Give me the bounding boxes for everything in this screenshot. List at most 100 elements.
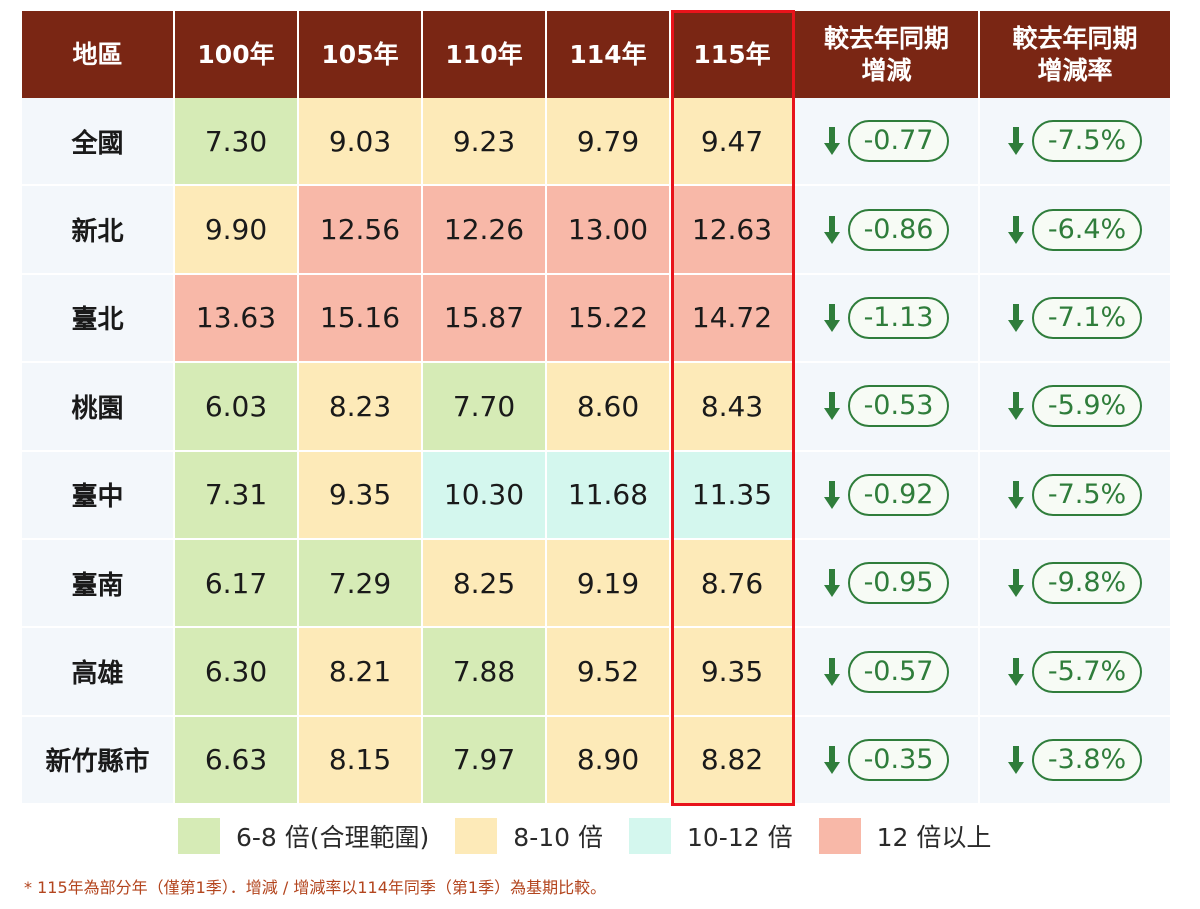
region-name: 新竹縣市 (22, 716, 175, 806)
footnote: * 115年為部分年（僅第1季）．增減 / 增減率以114年同季（第1季）為基期… (24, 878, 607, 897)
value-cell: 9.03 (299, 98, 423, 187)
change-cell: -0.86 (795, 186, 980, 275)
legend-label: 12 倍以上 (876, 823, 992, 852)
arrow-down-icon (1007, 215, 1024, 244)
region-name: 臺北 (22, 274, 175, 364)
legend-item: 6-8 倍(合理範圍) (178, 818, 429, 854)
arrow-down-icon (1007, 303, 1024, 332)
change-cell: -0.57 (795, 628, 980, 717)
change-cell: -0.77 (795, 98, 980, 187)
value-cell: 9.47 (671, 98, 795, 187)
legend-swatch (178, 818, 220, 854)
region-name: 新北 (22, 186, 175, 275)
value-cell: 15.22 (547, 274, 671, 364)
rate-value: -7.5% (1031, 120, 1143, 163)
value-cell: 6.03 (175, 363, 299, 452)
arrow-down-icon (823, 569, 840, 598)
change-cell: -1.13 (795, 274, 980, 364)
value-cell: 8.23 (299, 363, 423, 452)
change-cell: -0.53 (795, 363, 980, 452)
column-header-3: 110年 (423, 11, 547, 98)
value-cell: 15.87 (423, 274, 547, 364)
value-cell: 12.26 (423, 186, 547, 275)
arrow-down-icon (823, 745, 840, 774)
rate-value: -7.5% (1031, 473, 1143, 516)
rate-value: -5.7% (1031, 650, 1143, 693)
value-cell: 7.88 (423, 628, 547, 717)
region-name: 桃園 (22, 363, 175, 452)
rate-cell: -9.8% (980, 539, 1170, 629)
arrow-down-icon (823, 392, 840, 421)
rate-cell: -7.1% (980, 274, 1170, 364)
legend-label: 10-12 倍 (686, 823, 793, 852)
legend: 6-8 倍(合理範圍) 8-10 倍 10-12 倍 12 倍以上 (178, 818, 1017, 854)
rate-cell: -6.4% (980, 186, 1170, 275)
change-cell: -0.95 (795, 539, 980, 629)
legend-item: 10-12 倍 (628, 818, 793, 854)
arrow-down-icon (823, 657, 840, 686)
value-cell: 8.82 (671, 716, 795, 806)
column-header-1: 100年 (175, 11, 299, 98)
arrow-down-icon (823, 303, 840, 332)
value-cell: 10.30 (423, 451, 547, 540)
arrow-down-icon (1007, 657, 1024, 686)
arrow-down-icon (823, 480, 840, 509)
value-cell: 8.25 (423, 539, 547, 629)
region-name: 臺南 (22, 539, 175, 629)
legend-swatch (818, 818, 861, 854)
value-cell: 9.35 (671, 628, 795, 717)
arrow-down-icon (823, 127, 840, 156)
value-cell: 7.97 (423, 716, 547, 806)
arrow-down-icon (1007, 127, 1024, 156)
column-header-0: 地區 (22, 11, 175, 98)
value-cell: 6.17 (175, 539, 299, 629)
rate-cell: -7.5% (980, 451, 1170, 540)
legend-swatch (455, 818, 498, 854)
arrow-down-icon (1007, 745, 1024, 774)
arrow-down-icon (1007, 569, 1024, 598)
change-cell: -0.35 (795, 716, 980, 806)
change-value: -0.95 (847, 562, 950, 605)
column-header-6: 較去年同期 增減 (795, 11, 980, 98)
rate-value: -3.8% (1031, 738, 1143, 781)
change-value: -0.92 (847, 473, 950, 516)
legend-label: 6-8 倍(合理範圍) (236, 823, 430, 852)
rate-value: -6.4% (1031, 208, 1143, 251)
value-cell: 9.52 (547, 628, 671, 717)
value-cell: 8.60 (547, 363, 671, 452)
rate-cell: -5.9% (980, 363, 1170, 452)
value-cell: 15.16 (299, 274, 423, 364)
rate-cell: -7.5% (980, 98, 1170, 187)
value-cell: 6.30 (175, 628, 299, 717)
value-cell: 9.79 (547, 98, 671, 187)
value-cell: 9.19 (547, 539, 671, 629)
value-cell: 12.56 (299, 186, 423, 275)
value-cell: 13.63 (175, 274, 299, 364)
value-cell: 7.31 (175, 451, 299, 540)
region-name: 高雄 (22, 628, 175, 717)
value-cell: 8.21 (299, 628, 423, 717)
value-cell: 14.72 (671, 274, 795, 364)
value-cell: 7.70 (423, 363, 547, 452)
column-header-2: 105年 (299, 11, 423, 98)
change-value: -0.35 (847, 738, 950, 781)
value-cell: 8.76 (671, 539, 795, 629)
value-cell: 12.63 (671, 186, 795, 275)
change-value: -1.13 (847, 296, 950, 339)
value-cell: 11.68 (547, 451, 671, 540)
column-header-4: 114年 (547, 11, 671, 98)
legend-swatch (628, 818, 671, 854)
rate-value: -7.1% (1031, 296, 1143, 339)
change-value: -0.86 (847, 208, 950, 251)
change-value: -0.53 (847, 385, 950, 428)
column-header-7: 較去年同期 增減率 (980, 11, 1170, 98)
change-value: -0.77 (847, 120, 950, 163)
rate-cell: -5.7% (980, 628, 1170, 717)
value-cell: 6.63 (175, 716, 299, 806)
value-cell: 11.35 (671, 451, 795, 540)
price-income-ratio-table: 地區 100年 105年 110年 114年 115年 較去年同期 增減 較去年同期 增減率全… (22, 11, 1190, 806)
legend-item: 8-10 倍 (455, 818, 603, 854)
arrow-down-icon (823, 215, 840, 244)
value-cell: 8.15 (299, 716, 423, 806)
region-name: 臺中 (22, 451, 175, 540)
